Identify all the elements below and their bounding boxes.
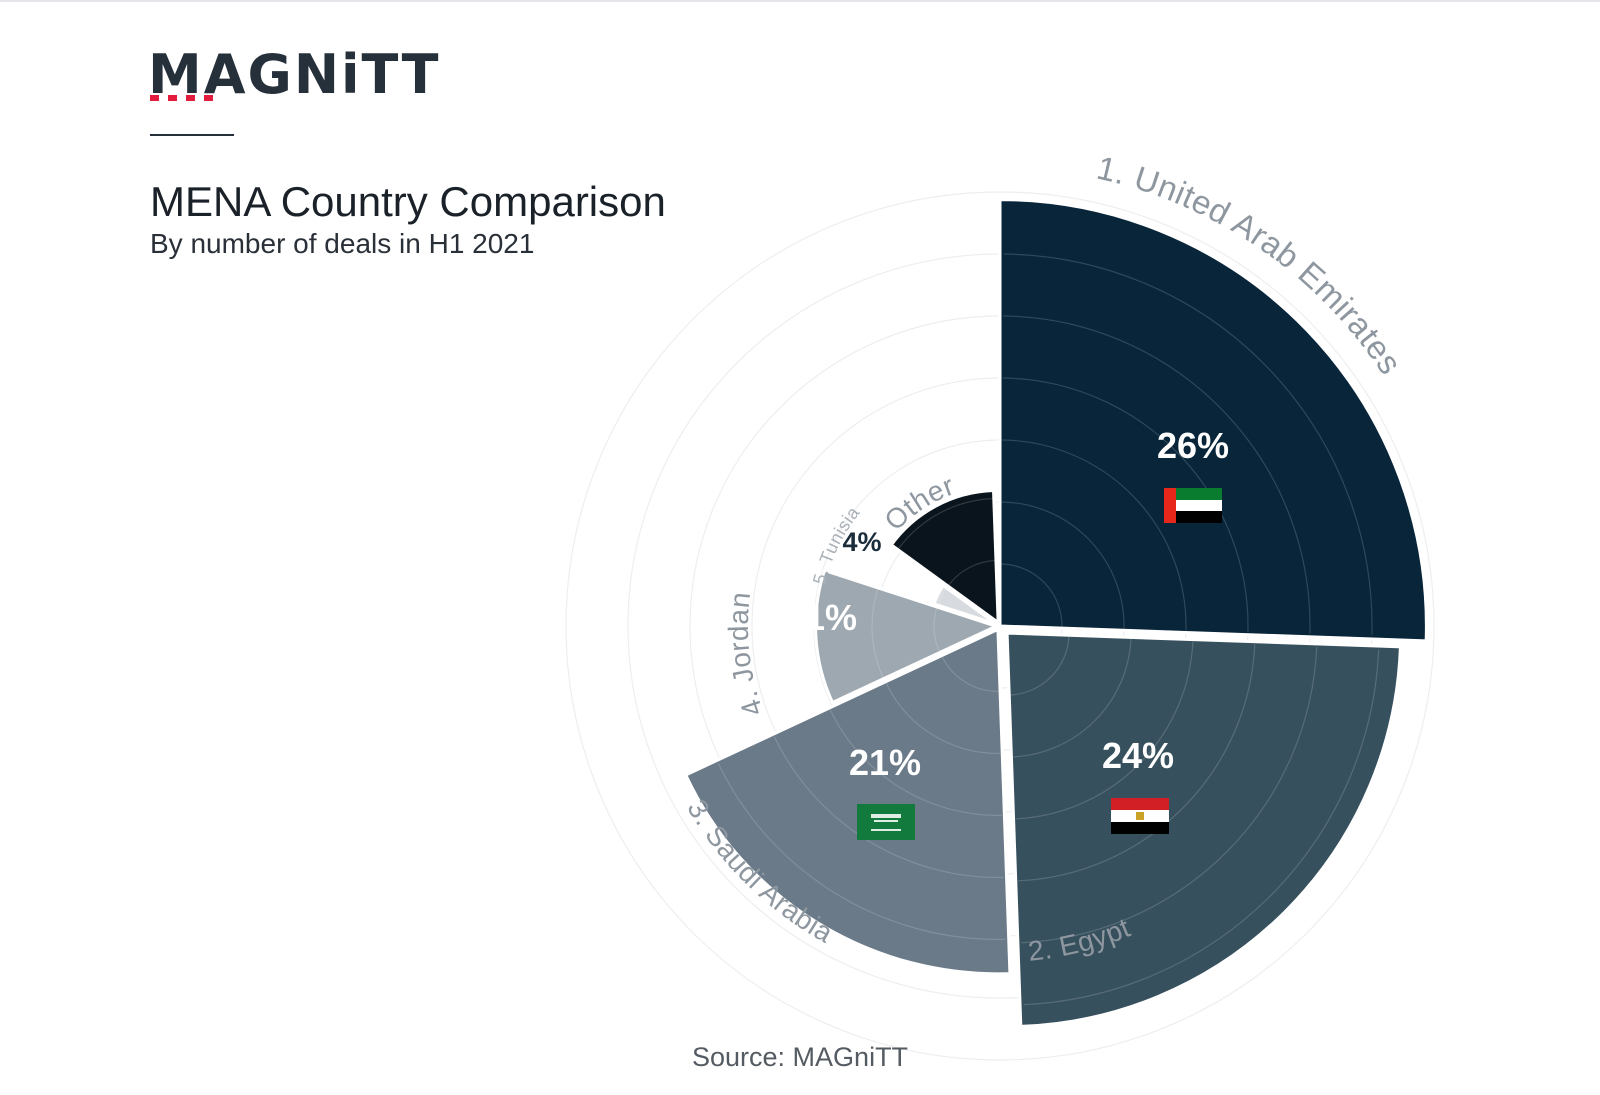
chart-title: MENA Country Comparison	[150, 178, 666, 225]
value-label-2: 24%	[1102, 735, 1174, 776]
value-label-3: 21%	[849, 742, 921, 783]
sector-6	[889, 488, 1000, 626]
sector-grid-arc	[1009, 635, 1070, 696]
sector-2	[1005, 631, 1402, 1028]
sector-grid-arc	[1002, 377, 1249, 633]
sector-group	[683, 198, 1428, 1028]
sector-grid-arc	[1003, 253, 1373, 636]
sector-grid-arc	[941, 655, 1000, 692]
logo-text: MAGNiTT	[148, 43, 441, 106]
sector-grid-arc	[773, 736, 1004, 878]
grid-ring	[565, 191, 1435, 1061]
category-label-4: 4. Jordan	[723, 590, 769, 720]
logo-accent-marks	[150, 95, 213, 101]
sector-grid-arc	[1001, 439, 1187, 631]
sector-grid-arc	[871, 588, 884, 678]
sector-4	[814, 568, 1001, 705]
sector-grid-arc	[1015, 641, 1194, 820]
egypt-flag-icon	[1111, 798, 1169, 834]
sector-grid-arc	[1000, 563, 1063, 628]
magnitt-logo: MAGNiTT	[148, 48, 440, 102]
sector-grid-lines	[717, 253, 1380, 1006]
value-label-1: 26%	[1157, 425, 1229, 466]
sector-1	[998, 198, 1428, 643]
sector-grid-arc	[829, 709, 1003, 816]
header-rule	[150, 134, 234, 136]
sector-grid-arc	[1021, 647, 1318, 944]
chart-subtitle: By number of deals in H1 2021	[150, 228, 535, 259]
sector-grid-arc	[1023, 649, 1380, 1006]
sector-grid-arc	[947, 559, 996, 586]
sector-grid-arc	[1001, 501, 1125, 630]
sector-grid-arc	[937, 587, 947, 605]
sector-grid-arc	[717, 763, 1006, 940]
saudi-flag-icon	[857, 804, 915, 840]
source-note: Source: MAGniTT	[692, 1042, 909, 1072]
sector-grid-arc	[933, 607, 941, 653]
value-label-4: 11%	[787, 597, 857, 638]
value-label-5: 4%	[842, 527, 881, 557]
sector-grid-arc	[1012, 638, 1132, 758]
sector-3	[683, 627, 1012, 976]
sector-grid-arc	[898, 497, 993, 549]
sector-5	[932, 583, 998, 626]
top-divider	[0, 0, 1600, 2]
sector-grid-arc	[1003, 315, 1311, 634]
sector-grid-arc	[885, 682, 1001, 754]
uae-flag-icon	[1164, 488, 1222, 523]
sector-grid-arc	[1018, 644, 1256, 882]
